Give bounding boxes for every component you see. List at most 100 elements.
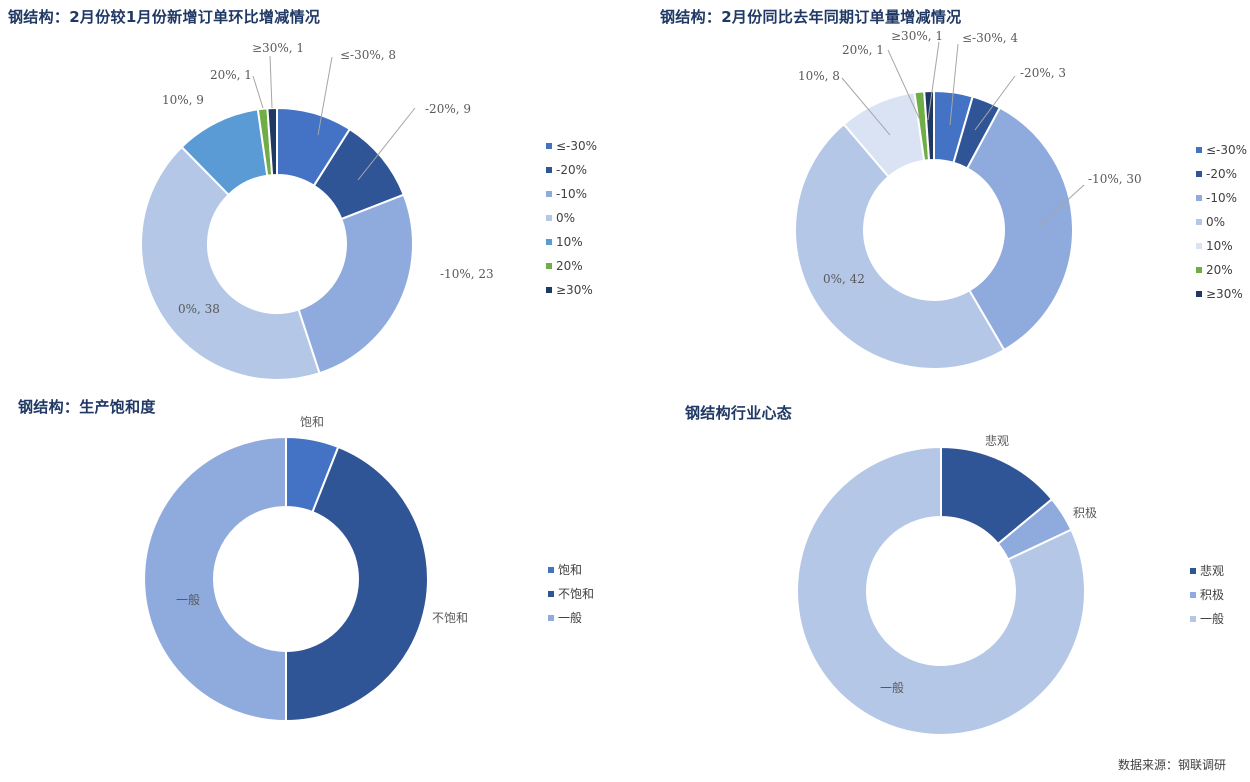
chart3-slice-1: [285, 445, 429, 723]
chart1-slice-6: [266, 106, 278, 177]
chart2-legend-swatch: [1196, 170, 1202, 177]
chart3-legend-item: 饱和: [548, 562, 594, 586]
chart1-legend-item: 10%: [546, 234, 597, 258]
chart1-legend-label: 20%: [556, 259, 583, 273]
chart2-legend-swatch: [1196, 290, 1202, 297]
chart2-leader-line-5: [887, 49, 921, 121]
chart1-leader-line-0: [317, 56, 333, 136]
chart2-legend-swatch: [1196, 266, 1202, 273]
chart2-data-label-2: -10%, 30: [1088, 172, 1142, 186]
chart2-data-label-0: ≤-30%, 4: [962, 31, 1018, 45]
chart1-slice-2: [297, 193, 414, 375]
chart2-legend: ≤-30% -20% -10% 0% 10% 20% ≥30%: [1196, 142, 1247, 310]
chart4-slice-2: [796, 445, 1086, 736]
chart2-legend-label: 0%: [1206, 215, 1226, 229]
chart2-data-label-5: 20%, 1: [842, 43, 884, 57]
chart3-legend-label: 不饱和: [558, 587, 595, 601]
chart2-slice-6: [923, 89, 935, 162]
chart2-legend-item: -20%: [1196, 166, 1247, 190]
chart2-legend-item: -10%: [1196, 190, 1247, 214]
chart2-legend-swatch: [1196, 242, 1202, 249]
chart1-legend-item: ≥30%: [546, 282, 597, 306]
chart2-slice-2: [965, 106, 1074, 352]
chart4-data-label-2: 一般: [880, 680, 904, 695]
chart2-legend-item: 0%: [1196, 214, 1247, 238]
chart2-legend-label: -10%: [1206, 191, 1238, 205]
chart2-leader-line-6: [927, 41, 940, 121]
chart1-leader-line-5: [252, 75, 264, 109]
chart3-legend-swatch: [548, 614, 554, 621]
chart1-legend-swatch: [546, 286, 552, 293]
chart2-legend-swatch: [1196, 194, 1202, 201]
chart1-donut: [140, 106, 414, 381]
chart1-legend-label: 10%: [556, 235, 583, 249]
chart1-legend-swatch: [546, 238, 552, 245]
chart2-legend-label: -20%: [1206, 167, 1238, 181]
chart4-legend-item: 一般: [1190, 611, 1224, 635]
chart4-legend-label: 悲观: [1200, 564, 1225, 578]
chart2-legend-label: 10%: [1206, 239, 1233, 253]
chart1-legend-swatch: [546, 262, 552, 269]
chart2-title: 钢结构：2月份同比去年同期订单量增减情况: [660, 8, 962, 26]
chart1-legend-label: ≤-30%: [556, 139, 598, 153]
chart3-data-label-2: 一般: [176, 592, 200, 607]
chart1-data-label-2: -10%, 23: [440, 267, 494, 281]
chart2-slice-3: [794, 122, 1006, 370]
chart3-slice-2: [143, 435, 287, 723]
chart2-legend-label: ≥30%: [1206, 287, 1243, 301]
chart2-donut: [794, 89, 1074, 370]
chart4-legend-label: 一般: [1200, 612, 1225, 626]
chart2-data-label-3: 0%, 42: [823, 272, 865, 286]
chart1-legend-swatch: [546, 214, 552, 221]
chart3-legend-label: 饱和: [558, 563, 583, 577]
chart4-data-label-0: 悲观: [985, 433, 1009, 448]
chart2-legend-swatch: [1196, 218, 1202, 225]
chart3-data-label-0: 饱和: [300, 414, 324, 429]
chart1-leader-line-6: [269, 55, 273, 109]
chart3-legend-swatch: [548, 566, 554, 573]
chart4-title: 钢结构行业心态: [685, 404, 793, 422]
chart3-legend-swatch: [548, 590, 554, 597]
chart3-donut: [143, 435, 429, 723]
chart3-legend-label: 一般: [558, 611, 583, 625]
chart1-slice-3: [140, 145, 321, 381]
chart2-data-label-6: ≥30%, 1: [891, 29, 943, 43]
chart4-data-label-1: 积极: [1073, 506, 1097, 520]
chart2-legend-item: ≤-30%: [1196, 142, 1247, 166]
chart2-leader-line-2: [1039, 184, 1085, 226]
chart4-donut: [796, 445, 1086, 736]
chart4-legend-item: 悲观: [1190, 563, 1224, 587]
chart1-legend-item: -20%: [546, 162, 597, 186]
chart1-legend-swatch: [546, 166, 552, 173]
chart4-legend-label: 积极: [1200, 588, 1225, 602]
chart1-legend-item: ≤-30%: [546, 138, 597, 162]
chart1-legend-swatch: [546, 142, 552, 149]
chart2-leader-line-1: [974, 75, 1016, 131]
chart2-legend-item: 20%: [1196, 262, 1247, 286]
chart2-data-label-1: -20%, 3: [1020, 66, 1066, 80]
chart1-legend-label: 0%: [556, 211, 576, 225]
chart1-legend-item: 20%: [546, 258, 597, 282]
chart1-leader-line-1: [357, 107, 416, 181]
chart1-legend-swatch: [546, 190, 552, 197]
chart3-legend-item: 一般: [548, 610, 594, 634]
chart1-legend-label: ≥30%: [556, 283, 593, 297]
chart1-legend-label: -20%: [556, 163, 588, 177]
chart1-legend-item: 0%: [546, 210, 597, 234]
chart3-legend: 饱和 不饱和 一般: [548, 562, 594, 634]
chart4-legend-swatch: [1190, 567, 1196, 574]
chart2-legend-label: ≤-30%: [1206, 143, 1248, 157]
chart1-data-label-5: 20%, 1: [210, 68, 252, 82]
chart1-data-label-0: ≤-30%, 8: [340, 48, 396, 62]
chart1-legend-label: -10%: [556, 187, 588, 201]
chart1-data-label-4: 10%, 9: [162, 93, 204, 107]
source-note: 数据来源：钢联调研: [1117, 758, 1226, 772]
chart2-legend-item: ≥30%: [1196, 286, 1247, 310]
chart3-title: 钢结构：生产饱和度: [18, 398, 156, 416]
chart1-data-label-1: -20%, 9: [425, 102, 471, 116]
chart2-legend-swatch: [1196, 146, 1202, 153]
chart2-legend-item: 10%: [1196, 238, 1247, 262]
chart4-legend: 悲观 积极 一般: [1190, 563, 1224, 635]
chart1-legend-item: -10%: [546, 186, 597, 210]
chart1-data-label-6: ≥30%, 1: [252, 41, 304, 55]
